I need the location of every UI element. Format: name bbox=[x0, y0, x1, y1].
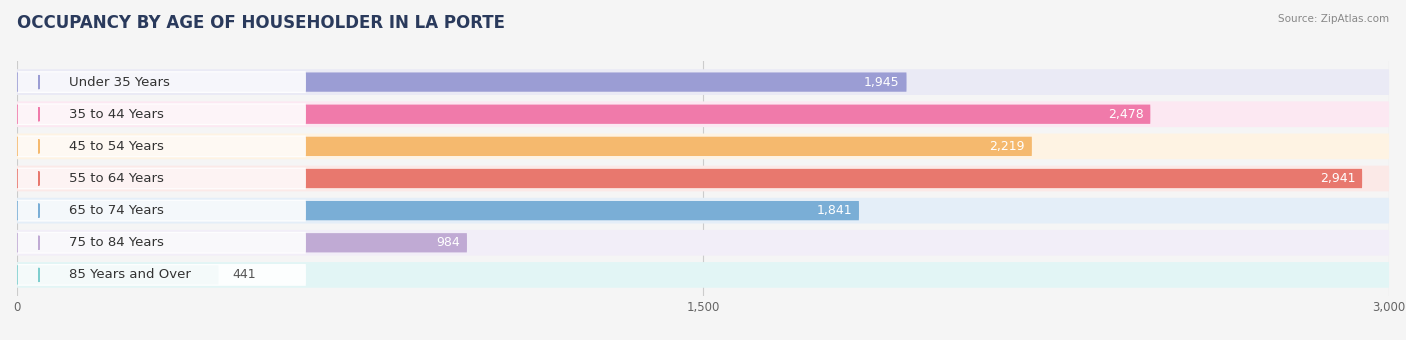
FancyBboxPatch shape bbox=[17, 169, 1362, 188]
FancyBboxPatch shape bbox=[17, 105, 1150, 124]
FancyBboxPatch shape bbox=[17, 101, 1389, 127]
Text: 45 to 54 Years: 45 to 54 Years bbox=[69, 140, 163, 153]
FancyBboxPatch shape bbox=[17, 137, 1032, 156]
FancyBboxPatch shape bbox=[17, 201, 859, 220]
Text: 2,219: 2,219 bbox=[990, 140, 1025, 153]
Text: 1,841: 1,841 bbox=[817, 204, 852, 217]
FancyBboxPatch shape bbox=[17, 69, 1389, 95]
Text: 55 to 64 Years: 55 to 64 Years bbox=[69, 172, 163, 185]
FancyBboxPatch shape bbox=[18, 103, 307, 125]
FancyBboxPatch shape bbox=[17, 166, 1389, 191]
FancyBboxPatch shape bbox=[17, 262, 1389, 288]
FancyBboxPatch shape bbox=[17, 230, 1389, 256]
Text: Under 35 Years: Under 35 Years bbox=[69, 75, 170, 89]
Text: 2,478: 2,478 bbox=[1108, 108, 1143, 121]
FancyBboxPatch shape bbox=[17, 72, 907, 92]
Text: 65 to 74 Years: 65 to 74 Years bbox=[69, 204, 163, 217]
FancyBboxPatch shape bbox=[18, 264, 307, 286]
Text: OCCUPANCY BY AGE OF HOUSEHOLDER IN LA PORTE: OCCUPANCY BY AGE OF HOUSEHOLDER IN LA PO… bbox=[17, 14, 505, 32]
FancyBboxPatch shape bbox=[17, 134, 1389, 159]
Text: 1,945: 1,945 bbox=[865, 75, 900, 89]
FancyBboxPatch shape bbox=[18, 232, 307, 254]
FancyBboxPatch shape bbox=[18, 135, 307, 157]
FancyBboxPatch shape bbox=[18, 200, 307, 222]
FancyBboxPatch shape bbox=[18, 71, 307, 93]
FancyBboxPatch shape bbox=[17, 233, 467, 252]
Text: 441: 441 bbox=[232, 268, 256, 282]
Text: 85 Years and Over: 85 Years and Over bbox=[69, 268, 190, 282]
FancyBboxPatch shape bbox=[17, 198, 1389, 223]
Text: 2,941: 2,941 bbox=[1320, 172, 1355, 185]
Text: 35 to 44 Years: 35 to 44 Years bbox=[69, 108, 163, 121]
FancyBboxPatch shape bbox=[17, 265, 218, 285]
Text: 75 to 84 Years: 75 to 84 Years bbox=[69, 236, 163, 249]
Text: 984: 984 bbox=[436, 236, 460, 249]
FancyBboxPatch shape bbox=[18, 168, 307, 189]
Text: Source: ZipAtlas.com: Source: ZipAtlas.com bbox=[1278, 14, 1389, 23]
